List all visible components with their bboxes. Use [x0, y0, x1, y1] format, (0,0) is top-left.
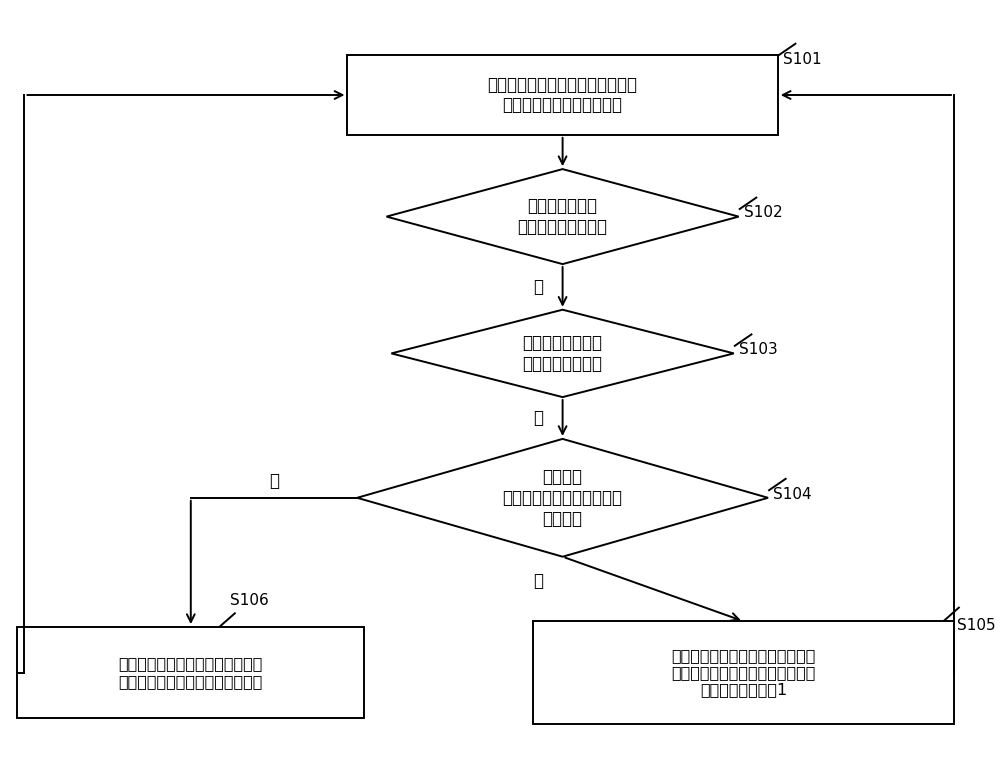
Text: S106: S106: [230, 593, 269, 608]
Text: 判断数据
管理模块中的资源是否满足
预设条件: 判断数据 管理模块中的资源是否满足 预设条件: [503, 468, 623, 527]
Text: 是: 是: [533, 409, 543, 427]
Text: S105: S105: [957, 618, 996, 632]
Text: 目标队列序号是否
等于目标端口序号: 目标队列序号是否 等于目标端口序号: [523, 334, 603, 373]
Text: 是: 是: [269, 472, 279, 490]
Polygon shape: [386, 169, 739, 264]
Text: S101: S101: [783, 52, 821, 67]
Text: 保持所述目标端口序号的值不变，
屏蔽所述目标接收队列，并将所述
目标队列序号增加1: 保持所述目标端口序号的值不变， 屏蔽所述目标接收队列，并将所述 目标队列序号增加…: [671, 648, 816, 698]
Text: 目标接收队列是
否为第一类接收队列: 目标接收队列是 否为第一类接收队列: [518, 197, 608, 236]
Text: 否: 否: [533, 572, 543, 591]
Text: 针对目标接收队列，获取所述目标
接收队列接收到的第一消息: 针对目标接收队列，获取所述目标 接收队列接收到的第一消息: [488, 75, 638, 115]
Polygon shape: [391, 310, 734, 397]
Text: S102: S102: [744, 205, 782, 220]
Bar: [17, 627, 364, 718]
Bar: [347, 55, 778, 135]
Text: 处理所述第一消息，将所述目标端
口序号赋值为非所述目标队列序号: 处理所述第一消息，将所述目标端 口序号赋值为非所述目标队列序号: [119, 657, 263, 689]
Polygon shape: [357, 439, 768, 556]
Text: 是: 是: [533, 278, 543, 296]
Text: S103: S103: [739, 342, 777, 357]
Bar: [533, 622, 954, 724]
Text: S104: S104: [773, 486, 812, 502]
